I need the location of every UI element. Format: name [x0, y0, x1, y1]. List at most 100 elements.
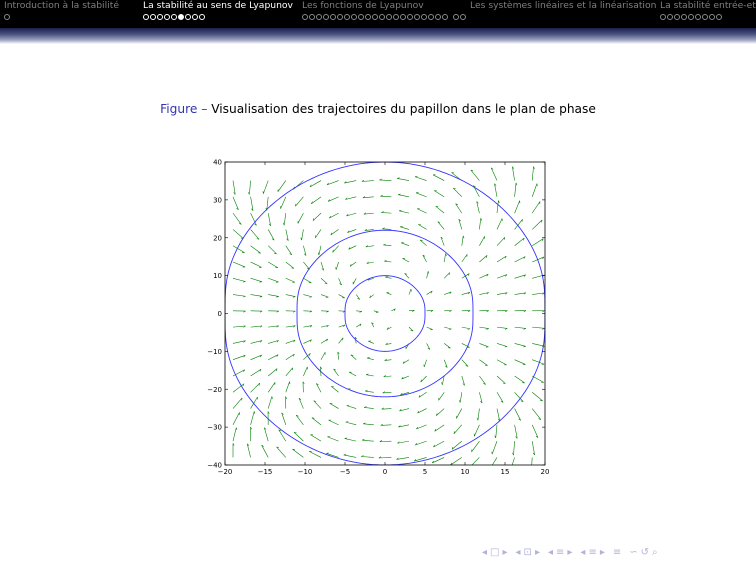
vector-arrow	[401, 375, 410, 380]
nav-dot[interactable]	[309, 14, 315, 20]
nav-dot[interactable]	[185, 14, 191, 20]
y-tick-label: −30	[207, 424, 222, 432]
beamer-nav-icon[interactable]: ▸	[534, 547, 540, 558]
nav-dot[interactable]	[702, 14, 708, 20]
vector-arrow	[514, 375, 525, 384]
nav-dot[interactable]	[407, 14, 413, 20]
nav-dot[interactable]	[365, 14, 371, 20]
nav-dot[interactable]	[164, 14, 170, 20]
nav-dot[interactable]	[178, 14, 184, 20]
nav-dot[interactable]	[460, 14, 466, 20]
nav-dot[interactable]	[358, 14, 364, 20]
vector-arrow	[435, 206, 445, 214]
vector-arrow-head	[309, 310, 313, 313]
vector-arrow	[471, 457, 480, 465]
nav-section-introduction[interactable]: Introduction à la stabilité	[4, 0, 119, 22]
nav-dot[interactable]	[660, 14, 666, 20]
nav-dot[interactable]	[302, 14, 308, 20]
nav-section-linear-systems[interactable]: Les systèmes linéaires et la linéarisati…	[470, 0, 656, 22]
vector-arrow	[441, 375, 445, 385]
vector-arrow	[362, 439, 374, 442]
nav-dot[interactable]	[199, 14, 205, 20]
beamer-nav-icon[interactable]: ◂	[515, 547, 521, 558]
vector-arrow-head	[337, 351, 340, 355]
vector-arrow-head	[486, 328, 489, 330]
beamer-nav-icon[interactable]: ⌕	[652, 547, 658, 558]
nav-dot[interactable]	[716, 14, 722, 20]
beamer-nav-icon[interactable]: ▸	[599, 547, 605, 558]
beamer-nav-icon[interactable]: ◂	[547, 547, 553, 558]
beamer-nav-icon[interactable]: ≡	[612, 547, 622, 558]
nav-dot[interactable]	[157, 14, 163, 20]
nav-dot[interactable]	[400, 14, 406, 20]
nav-section-lyapunov-functions[interactable]: Les fonctions de Lyapunov	[302, 0, 467, 22]
nav-dot[interactable]	[143, 14, 149, 20]
nav-dot[interactable]	[681, 14, 687, 20]
nav-dot[interactable]	[171, 14, 177, 20]
vector-arrow	[495, 424, 498, 438]
nav-dot[interactable]	[393, 14, 399, 20]
nav-dot[interactable]	[688, 14, 694, 20]
vector-arrow	[479, 375, 486, 385]
beamer-nav-icon[interactable]: ▸	[567, 547, 573, 558]
beamer-nav-icon[interactable]: ∽	[629, 547, 638, 558]
vector-arrow-head	[437, 221, 441, 223]
nav-dot[interactable]	[4, 14, 10, 20]
nav-dot[interactable]	[386, 14, 392, 20]
vector-arrow	[349, 261, 357, 267]
x-tick-label: 20	[541, 468, 550, 476]
nav-dot[interactable]	[674, 14, 680, 20]
nav-dot[interactable]	[323, 14, 329, 20]
vector-arrow	[496, 359, 507, 366]
nav-dot[interactable]	[330, 14, 336, 20]
vector-arrow	[303, 261, 310, 270]
nav-dot[interactable]	[316, 14, 322, 20]
vector-arrow	[364, 407, 374, 409]
beamer-nav-icon[interactable]: ◂	[482, 547, 488, 558]
trajectories	[225, 162, 545, 465]
nav-dot[interactable]	[372, 14, 378, 20]
nav-dot[interactable]	[695, 14, 701, 20]
vector-arrow	[397, 440, 410, 444]
nav-dots	[4, 12, 119, 22]
nav-dot[interactable]	[709, 14, 715, 20]
nav-section-lyapunov-stability[interactable]: La stabilité au sens de Lyapunov	[143, 0, 293, 22]
nav-dot[interactable]	[344, 14, 350, 20]
vector-arrow	[361, 456, 374, 458]
nav-dot[interactable]	[453, 14, 459, 20]
vector-arrow	[363, 423, 374, 426]
vector-arrow	[338, 324, 346, 328]
vector-arrow	[330, 229, 339, 236]
vector-arrow-head	[292, 353, 295, 357]
vector-arrow	[264, 427, 269, 442]
beamer-nav-icon[interactable]: ▸	[502, 547, 508, 558]
nav-dot[interactable]	[351, 14, 357, 20]
nav-dot[interactable]	[192, 14, 198, 20]
vector-arrow	[496, 200, 499, 214]
vector-arrow-head	[363, 422, 366, 425]
vector-arrow-head	[483, 383, 486, 385]
vector-arrow-head	[480, 218, 482, 221]
vector-arrow	[385, 343, 392, 345]
nav-dot[interactable]	[150, 14, 156, 20]
beamer-nav-icon[interactable]: ↺	[640, 547, 650, 558]
beamer-nav-icon[interactable]: ⊡	[523, 547, 532, 558]
nav-dot[interactable]	[337, 14, 343, 20]
beamer-nav-icon[interactable]: □	[490, 547, 500, 558]
nav-section-input-output-stability[interactable]: La stabilité entrée-et	[660, 0, 756, 22]
nav-dot[interactable]	[379, 14, 385, 20]
nav-dot[interactable]	[442, 14, 448, 20]
nav-dot[interactable]	[667, 14, 673, 20]
beamer-nav-icon[interactable]: ≡	[556, 547, 565, 558]
beamer-nav-icon[interactable]: ◂	[580, 547, 586, 558]
nav-dot[interactable]	[428, 14, 434, 20]
nav-dot[interactable]	[421, 14, 427, 20]
beamer-nav-icon[interactable]: ≡	[588, 547, 597, 558]
vector-arrow-head	[326, 310, 329, 313]
vector-arrow-head	[500, 400, 504, 403]
nav-dot[interactable]	[414, 14, 420, 20]
nav-dot[interactable]	[435, 14, 441, 20]
vector-arrow-head	[286, 238, 289, 241]
trajectory-line	[225, 162, 545, 314]
